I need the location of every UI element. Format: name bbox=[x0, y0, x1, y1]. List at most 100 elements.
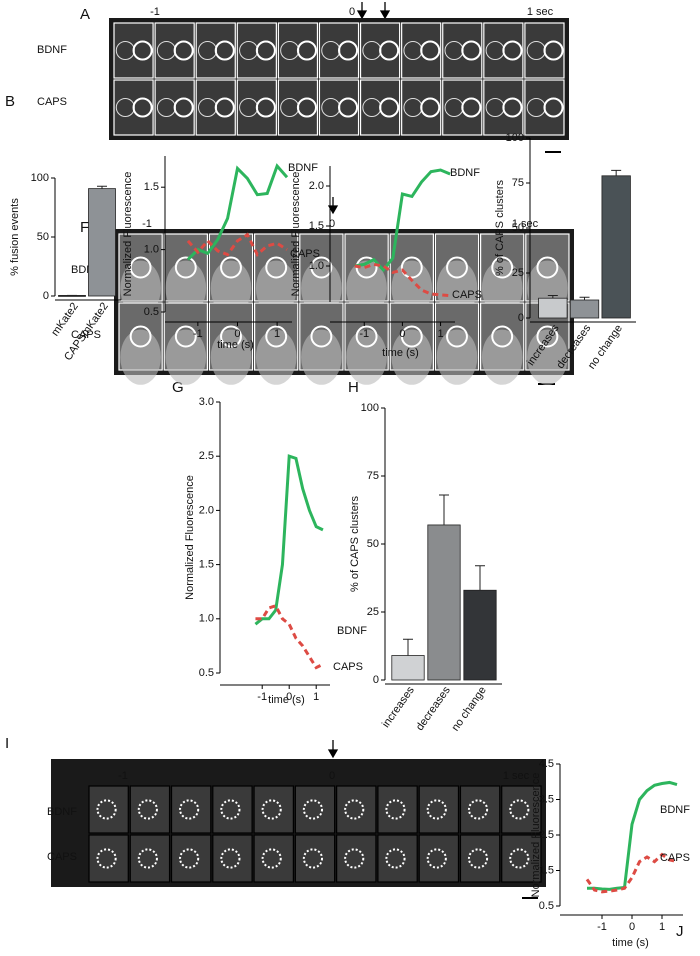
ring bbox=[137, 799, 158, 820]
ring bbox=[137, 848, 158, 869]
image-blob bbox=[436, 329, 478, 385]
ring bbox=[214, 97, 235, 118]
y-tick-label: 1.0 bbox=[309, 260, 324, 272]
image-frame bbox=[129, 785, 171, 834]
ring bbox=[338, 40, 359, 61]
ring bbox=[96, 848, 117, 869]
bar bbox=[569, 299, 600, 319]
image-blob bbox=[481, 260, 523, 316]
y-axis-label: % fusion events bbox=[9, 198, 21, 276]
row-label: CAPS bbox=[37, 96, 67, 108]
ring bbox=[355, 325, 378, 348]
image-frame bbox=[253, 785, 294, 834]
time-label: -1 bbox=[118, 770, 128, 782]
x-axis-label: time (s) bbox=[382, 347, 419, 359]
series-label: BDNF bbox=[450, 167, 480, 179]
series-line bbox=[255, 603, 324, 670]
image-blob bbox=[527, 329, 568, 385]
y-tick-label: 3.0 bbox=[199, 396, 214, 408]
ring bbox=[265, 256, 288, 279]
y-tick-label: 4.5 bbox=[539, 758, 554, 770]
image-frame bbox=[294, 785, 336, 834]
bar bbox=[427, 524, 461, 681]
ring bbox=[385, 799, 406, 820]
x-axis-label: time (s) bbox=[612, 937, 649, 949]
row-label: CAPS bbox=[71, 329, 101, 341]
y-tick-label: 75 bbox=[367, 470, 379, 482]
image-frame bbox=[501, 834, 542, 883]
y-tick-label: 1.0 bbox=[199, 613, 214, 625]
panel-letter: I bbox=[5, 735, 9, 752]
image-frame bbox=[212, 834, 253, 883]
image-blob bbox=[301, 329, 342, 385]
image-frame bbox=[212, 785, 253, 834]
ring bbox=[265, 325, 288, 348]
y-tick-label: 50 bbox=[367, 538, 379, 550]
error-bar bbox=[579, 296, 590, 300]
time-label: -1 bbox=[150, 6, 160, 18]
y-tick-label: 0 bbox=[373, 674, 379, 686]
series-label: CAPS bbox=[290, 248, 320, 260]
ring bbox=[379, 40, 400, 61]
image-frame bbox=[483, 79, 524, 136]
x-tick-label: 1 bbox=[274, 328, 280, 340]
series-line bbox=[587, 780, 678, 891]
ring bbox=[426, 848, 447, 869]
ring bbox=[467, 799, 489, 820]
bar bbox=[601, 175, 631, 319]
ring bbox=[220, 848, 241, 869]
image-blob bbox=[210, 329, 252, 385]
panel-letter: G bbox=[172, 379, 184, 396]
x-tick-label: -1 bbox=[193, 328, 203, 340]
ring bbox=[536, 256, 559, 279]
image-frame bbox=[294, 834, 336, 883]
image-frame bbox=[377, 785, 418, 834]
image-frame bbox=[253, 834, 294, 883]
y-tick-label: 2.0 bbox=[199, 504, 214, 516]
x-tick-label: 1 bbox=[437, 328, 443, 340]
ring bbox=[296, 40, 317, 61]
y-tick-label: 1.5 bbox=[309, 220, 324, 232]
ring bbox=[446, 256, 468, 279]
series-label: BDNF bbox=[337, 625, 367, 637]
image-frame bbox=[170, 785, 212, 834]
image-blob bbox=[120, 260, 161, 316]
image-frame bbox=[129, 834, 171, 883]
bar bbox=[463, 589, 497, 681]
series-line bbox=[186, 232, 288, 258]
y-tick-label: 2.5 bbox=[539, 829, 554, 841]
image-blob bbox=[301, 260, 342, 316]
x-tick-label: 0 bbox=[629, 921, 635, 933]
image-frame bbox=[88, 834, 129, 883]
ring bbox=[220, 256, 242, 279]
y-tick-label: 0 bbox=[518, 312, 524, 324]
ring bbox=[400, 256, 423, 279]
image-blob bbox=[391, 260, 433, 316]
x-tick-label: 1 bbox=[313, 691, 319, 703]
y-tick-label: 0.5 bbox=[199, 667, 214, 679]
image-frame bbox=[418, 785, 460, 834]
ring bbox=[129, 256, 152, 279]
image-blob bbox=[436, 260, 478, 316]
ring bbox=[173, 97, 194, 118]
time-label: 1 sec bbox=[512, 218, 539, 230]
ring bbox=[296, 97, 317, 118]
ring bbox=[310, 256, 333, 279]
image-blob bbox=[210, 260, 252, 316]
ring bbox=[255, 97, 276, 118]
x-tick-label: no change bbox=[450, 685, 489, 734]
y-tick-label: 0.5 bbox=[144, 306, 159, 318]
time-label: 0 bbox=[349, 6, 355, 18]
y-tick-label: 1.5 bbox=[539, 864, 554, 876]
ring bbox=[420, 40, 441, 61]
ring bbox=[344, 799, 365, 820]
time-label: 1 sec bbox=[503, 770, 530, 782]
image-frame bbox=[170, 834, 212, 883]
bar bbox=[391, 655, 425, 681]
y-axis-label: % of CAPS clusters bbox=[349, 496, 361, 592]
time-label: 0 bbox=[329, 218, 335, 230]
y-tick-label: 50 bbox=[512, 222, 524, 234]
y-tick-label: 0 bbox=[43, 290, 49, 302]
error-bar bbox=[547, 295, 558, 299]
